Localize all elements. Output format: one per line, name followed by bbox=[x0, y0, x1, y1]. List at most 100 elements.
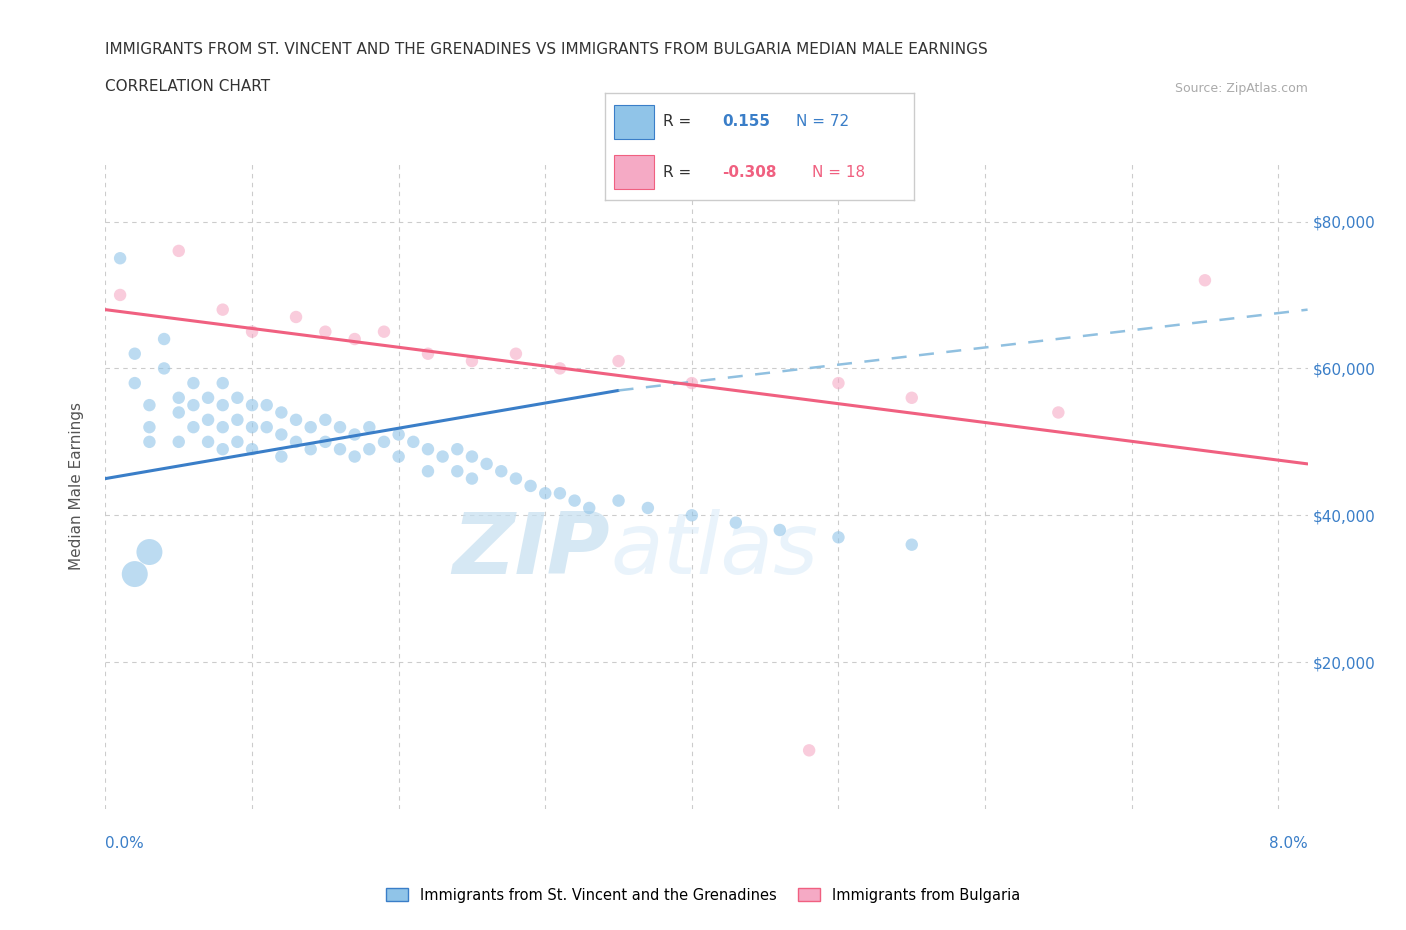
Point bbox=[900, 538, 922, 552]
Point bbox=[343, 427, 366, 442]
Point bbox=[461, 472, 484, 486]
Point bbox=[197, 391, 219, 405]
Point bbox=[183, 376, 205, 391]
Text: R =: R = bbox=[664, 165, 692, 179]
Point bbox=[534, 485, 557, 500]
Point bbox=[226, 391, 249, 405]
Point bbox=[299, 442, 322, 457]
Bar bbox=[614, 155, 654, 190]
Point bbox=[373, 325, 395, 339]
Point bbox=[124, 376, 146, 391]
Point bbox=[491, 464, 513, 479]
Point bbox=[505, 346, 527, 361]
Point bbox=[681, 376, 703, 391]
Point bbox=[548, 361, 571, 376]
Point bbox=[299, 419, 322, 434]
Point bbox=[564, 493, 586, 508]
Point bbox=[153, 361, 176, 376]
Point bbox=[329, 419, 352, 434]
Point bbox=[505, 472, 527, 486]
Point bbox=[359, 442, 381, 457]
Text: ZIP: ZIP bbox=[453, 509, 610, 592]
Text: R =: R = bbox=[664, 114, 692, 129]
Point bbox=[270, 427, 292, 442]
Point bbox=[240, 325, 263, 339]
Point bbox=[240, 398, 263, 413]
Point bbox=[416, 464, 439, 479]
Point bbox=[388, 449, 411, 464]
Text: atlas: atlas bbox=[610, 509, 818, 592]
Point bbox=[211, 398, 233, 413]
Point bbox=[167, 434, 190, 449]
Bar bbox=[614, 105, 654, 139]
Point bbox=[138, 434, 160, 449]
Point bbox=[1047, 405, 1070, 420]
Point bbox=[153, 332, 176, 347]
Point bbox=[285, 412, 308, 427]
Point bbox=[359, 419, 381, 434]
Text: N = 72: N = 72 bbox=[796, 114, 849, 129]
Point bbox=[797, 743, 820, 758]
Point bbox=[197, 434, 219, 449]
Text: 0.155: 0.155 bbox=[723, 114, 770, 129]
Point bbox=[461, 353, 484, 368]
Point bbox=[138, 398, 160, 413]
Point bbox=[167, 391, 190, 405]
Point bbox=[343, 449, 366, 464]
Text: Source: ZipAtlas.com: Source: ZipAtlas.com bbox=[1174, 82, 1308, 95]
Point bbox=[211, 442, 233, 457]
Point bbox=[167, 405, 190, 420]
Text: 8.0%: 8.0% bbox=[1268, 836, 1308, 851]
Point bbox=[226, 434, 249, 449]
Point bbox=[108, 287, 131, 302]
Point bbox=[769, 523, 792, 538]
Text: N = 18: N = 18 bbox=[811, 165, 865, 179]
Text: CORRELATION CHART: CORRELATION CHART bbox=[105, 79, 270, 94]
Text: IMMIGRANTS FROM ST. VINCENT AND THE GRENADINES VS IMMIGRANTS FROM BULGARIA MEDIA: IMMIGRANTS FROM ST. VINCENT AND THE GREN… bbox=[105, 42, 988, 57]
Point bbox=[270, 449, 292, 464]
Point bbox=[827, 530, 849, 545]
Point bbox=[416, 346, 439, 361]
Text: 0.0%: 0.0% bbox=[105, 836, 145, 851]
Point bbox=[256, 398, 278, 413]
Point bbox=[183, 398, 205, 413]
Point bbox=[270, 405, 292, 420]
Point bbox=[724, 515, 747, 530]
Point bbox=[461, 449, 484, 464]
Point bbox=[519, 479, 541, 494]
Point bbox=[285, 434, 308, 449]
Y-axis label: Median Male Earnings: Median Male Earnings bbox=[69, 402, 84, 570]
Point bbox=[402, 434, 425, 449]
Point bbox=[124, 566, 146, 581]
Point bbox=[578, 500, 600, 515]
Point bbox=[124, 346, 146, 361]
Point bbox=[475, 457, 498, 472]
Point bbox=[240, 419, 263, 434]
Point bbox=[373, 434, 395, 449]
Point bbox=[681, 508, 703, 523]
Point bbox=[416, 442, 439, 457]
Point bbox=[548, 485, 571, 500]
Point bbox=[226, 412, 249, 427]
Point bbox=[329, 442, 352, 457]
Point bbox=[607, 353, 630, 368]
Point bbox=[607, 493, 630, 508]
Text: -0.308: -0.308 bbox=[723, 165, 776, 179]
Point bbox=[285, 310, 308, 325]
Point bbox=[138, 419, 160, 434]
Point bbox=[183, 419, 205, 434]
Point bbox=[827, 376, 849, 391]
Point bbox=[211, 302, 233, 317]
Legend: Immigrants from St. Vincent and the Grenadines, Immigrants from Bulgaria: Immigrants from St. Vincent and the Gren… bbox=[380, 882, 1026, 909]
Point bbox=[637, 500, 659, 515]
Point bbox=[138, 545, 160, 560]
Point bbox=[197, 412, 219, 427]
Point bbox=[446, 464, 468, 479]
Point bbox=[343, 332, 366, 347]
Point bbox=[256, 419, 278, 434]
Point bbox=[446, 442, 468, 457]
Point bbox=[432, 449, 454, 464]
Point bbox=[211, 419, 233, 434]
Point bbox=[388, 427, 411, 442]
Point bbox=[211, 376, 233, 391]
